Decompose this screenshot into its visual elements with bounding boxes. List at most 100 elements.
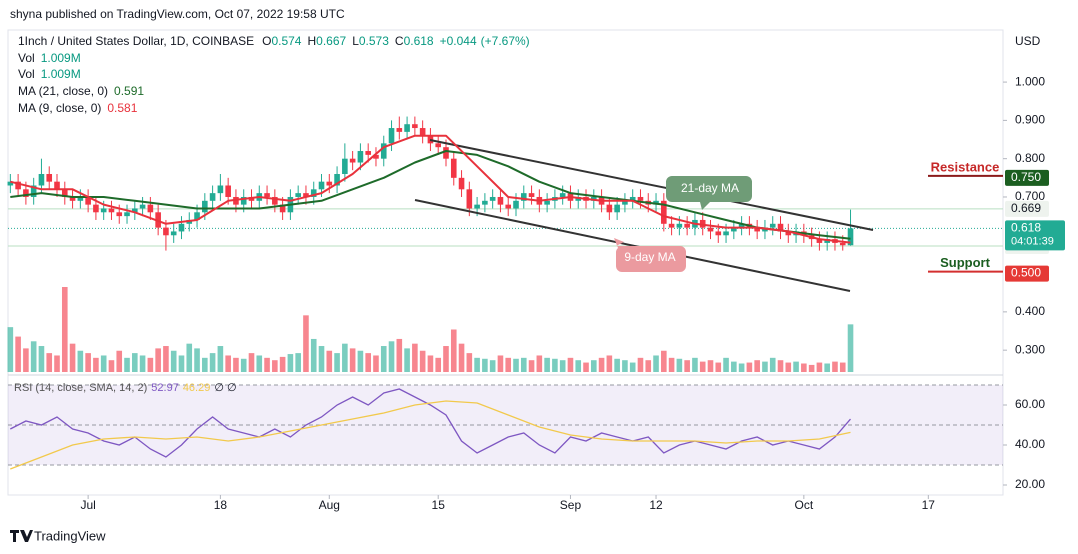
volume-bar: [334, 353, 340, 372]
candle-body: [404, 124, 410, 132]
volume-bar: [707, 360, 714, 372]
annotation: 9-day MA: [624, 250, 675, 264]
volume-bar: [93, 357, 99, 372]
y-tick-label: 0.300: [1015, 342, 1045, 356]
ohlc-value: 0.574: [271, 34, 301, 48]
x-tick-label: Oct: [795, 498, 814, 512]
candle-body: [684, 223, 690, 228]
candle-body: [38, 174, 45, 186]
volume-bar: [590, 360, 597, 372]
volume-bar: [100, 355, 107, 372]
volume-bar: [731, 361, 737, 372]
ma-line: [10, 134, 851, 244]
symbol: 1Inch / United States Dollar, 1D, COINBA…: [18, 34, 254, 48]
legend-value: 46.29: [183, 382, 211, 394]
volume-bar: [357, 350, 364, 372]
volume-bar: [583, 362, 589, 372]
candle-body: [520, 193, 527, 201]
volume-bar: [769, 357, 776, 372]
rsi-line: [10, 400, 851, 470]
candle-body: [505, 204, 512, 209]
candle-body: [61, 189, 68, 197]
candle-body: [458, 177, 465, 190]
candle-body: [824, 239, 830, 243]
candle-body: [77, 196, 84, 201]
candle-body: [606, 204, 613, 213]
volume-bar: [435, 357, 442, 372]
volume-bar: [155, 348, 161, 372]
volume-bar: [30, 341, 37, 372]
level-label: 0.669: [1011, 201, 1041, 215]
annotation-bubble: [614, 238, 686, 272]
ohlc-value: 0.667: [316, 34, 346, 48]
x-tick-label: 17: [922, 498, 936, 512]
volume-bar: [497, 355, 504, 372]
volume-bar: [61, 287, 68, 372]
volume-bar: [738, 363, 745, 372]
candle-body: [754, 227, 760, 232]
ohlc-letter: L: [352, 34, 359, 48]
candle-body: [108, 208, 115, 213]
candle-body: [170, 231, 177, 236]
volume-bar: [754, 360, 760, 372]
y-tick-label: 0.800: [1015, 151, 1045, 165]
y-tick-label: 0.700: [1015, 189, 1045, 203]
x-tick-label: 15: [432, 498, 446, 512]
ohlc-letter: C: [395, 34, 404, 48]
footer: TradingView: [34, 528, 106, 543]
volume-bar: [54, 355, 60, 372]
volume-bar: [116, 350, 123, 372]
candle-body: [15, 181, 21, 190]
candle-body: [544, 200, 550, 205]
level-label: 0.500: [1011, 266, 1041, 280]
published: shyna published on TradingView.com, Oct …: [10, 7, 345, 21]
volume-bar: [342, 343, 348, 372]
candle-body: [100, 208, 107, 213]
volume-bar: [443, 346, 449, 372]
volume-bar: [839, 362, 846, 372]
level-badge: [1005, 265, 1049, 282]
volume-bar: [598, 357, 605, 372]
volume-bar: [326, 350, 333, 372]
volume-bar: [15, 336, 21, 372]
legend-ma: MA (9, close, 0) 0.581: [18, 101, 138, 115]
candle-body: [217, 185, 224, 194]
volume-bar: [194, 348, 200, 372]
volume-bar: [396, 338, 403, 372]
volume-bar: [287, 354, 294, 372]
ma-line: [10, 150, 851, 240]
candle-body: [676, 223, 683, 228]
legend-value: 0.591: [114, 84, 144, 98]
volume-bar: [489, 360, 496, 372]
volume-bar: [450, 329, 457, 372]
x-tick-label: Jul: [80, 498, 95, 512]
ohlc-letter: O: [262, 34, 271, 48]
volume-bar: [482, 358, 488, 372]
candle-body: [412, 124, 418, 129]
legend-rsi: RSI (14, close, SMA, 14, 2) 52.97 46.29 ∅ ∅: [14, 382, 237, 394]
volume-bar: [567, 357, 574, 372]
candle-body: [357, 151, 364, 163]
legend-extra: ∅ ∅: [214, 382, 236, 394]
volume-bar: [746, 362, 753, 372]
volume-bar: [132, 353, 138, 372]
candle-body: [559, 193, 566, 197]
candle-body: [769, 223, 776, 228]
volume-bar: [256, 355, 263, 372]
candle-body: [847, 228, 854, 246]
x-tick-label: 12: [649, 498, 663, 512]
candle-body: [419, 128, 426, 136]
volume-bar: [240, 358, 247, 372]
volume-bar: [163, 346, 169, 372]
price-label: 0.618: [1011, 221, 1041, 235]
volume-bar: [233, 357, 239, 372]
candle-body: [209, 193, 216, 201]
volume-bar: [520, 357, 527, 372]
candle-body: [707, 227, 714, 232]
ohlc-value: 0.618: [404, 34, 434, 48]
candle-body: [661, 200, 667, 224]
level-text: Resistance: [931, 159, 1000, 174]
candle-body: [163, 227, 169, 236]
candle-body: [326, 181, 333, 186]
rsi-line: [10, 388, 851, 458]
